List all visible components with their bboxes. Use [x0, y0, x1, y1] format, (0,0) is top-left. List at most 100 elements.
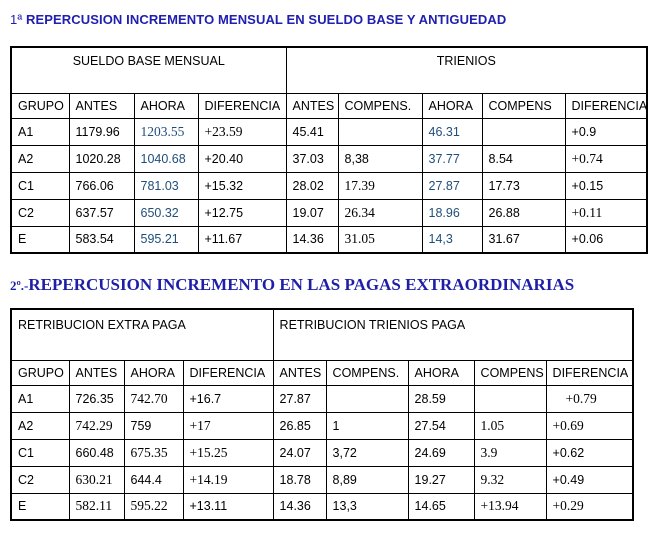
cell-value: 595.21: [133, 225, 199, 254]
section2-title-text: REPERCUSION INCREMENTO EN LAS PAGAS EXTR…: [28, 275, 575, 294]
cell-grupo: C1: [10, 171, 70, 200]
cell-value: +0.15: [564, 171, 648, 200]
cell-value: 8,89: [325, 465, 409, 494]
cell-grupo: A1: [10, 384, 70, 413]
col-header-ahora: AHORA: [133, 92, 199, 119]
cell-value: 18.96: [421, 198, 483, 227]
cell-value: 18.78: [272, 465, 327, 494]
col-header-diferencia-trienios: DIFERENCIA: [564, 92, 648, 119]
cell-value: 14.65: [407, 492, 475, 521]
column-header-row: GRUPO ANTES AHORA DIFERENCIA ANTES COMPE…: [10, 92, 648, 119]
cell-value: 8,38: [337, 144, 423, 173]
table-row: C1 766.06 781.03 +15.32 28.02 17.39 27.87 17.73…: [10, 171, 648, 200]
cell-value: +20.40: [197, 144, 287, 173]
cell-value: +13.94: [473, 492, 547, 521]
cell-value: 26.34: [337, 198, 423, 227]
cell-value: 726.35: [68, 384, 125, 413]
cell-value: 24.07: [272, 438, 327, 467]
cell-value: 644.4: [123, 465, 184, 494]
cell-value: 13,3: [325, 492, 409, 521]
col-header-diferencia-trienios: DIFERENCIA: [545, 359, 634, 386]
col-header-compens-ahora: COMPENS: [473, 359, 547, 386]
col-header-ahora: AHORA: [123, 359, 184, 386]
cell-value: 45.41: [285, 117, 339, 146]
section2-title: 2º.-REPERCUSION INCREMENTO EN LAS PAGAS …: [10, 275, 668, 295]
section1-title-prefix: 1ª: [10, 12, 23, 27]
cell-value: 24.69: [407, 438, 475, 467]
cell-value: +14.19: [182, 465, 274, 494]
cell-value: +0.79: [545, 384, 634, 413]
sueldo-base-antiguedad-table: SUELDO BASE MENSUAL TRIENIOS GRUPO ANTES…: [10, 46, 649, 254]
cell-value: 14.36: [272, 492, 327, 521]
cell-value: 14.36: [285, 225, 339, 254]
cell-grupo: A1: [10, 117, 70, 146]
cell-value: 1179.96: [68, 117, 135, 146]
cell-value: 9.32: [473, 465, 547, 494]
cell-value: +0.69: [545, 411, 634, 440]
cell-value: 14,3: [421, 225, 483, 254]
cell-value: +12.75: [197, 198, 287, 227]
cell-value: 637.57: [68, 198, 135, 227]
section1-title: 1ª REPERCUSION INCREMENTO MENSUAL EN SUE…: [10, 12, 668, 27]
cell-value: 17.39: [337, 171, 423, 200]
cell-value: 28.02: [285, 171, 339, 200]
cell-value: +15.32: [197, 171, 287, 200]
cell-value: 742.29: [68, 411, 125, 440]
cell-value: 630.21: [68, 465, 125, 494]
group-header-sueldo-base: SUELDO BASE MENSUAL: [10, 46, 287, 94]
group-header-trienios: TRIENIOS: [285, 46, 648, 94]
cell-value: +0.49: [545, 465, 634, 494]
cell-value: 37.77: [421, 144, 483, 173]
cell-value: 28.59: [407, 384, 475, 413]
cell-grupo: A2: [10, 144, 70, 173]
group-header-row: SUELDO BASE MENSUAL TRIENIOS: [10, 46, 648, 94]
cell-value: +15.25: [182, 438, 274, 467]
cell-value: +0.29: [545, 492, 634, 521]
cell-value: +13.11: [182, 492, 274, 521]
table-row: E 582.11 595.22 +13.11 14.36 13,3 14.65 +13.94 +…: [10, 492, 634, 521]
col-header-grupo: GRUPO: [10, 359, 70, 386]
cell-value: 3,72: [325, 438, 409, 467]
cell-grupo: E: [10, 225, 70, 254]
cell-value: +0.9: [564, 117, 648, 146]
cell-value: 1: [325, 411, 409, 440]
col-header-diferencia: DIFERENCIA: [197, 92, 287, 119]
cell-value: 1040.68: [133, 144, 199, 173]
col-header-grupo: GRUPO: [10, 92, 70, 119]
table-row: E 583.54 595.21 +11.67 14.36 31.05 14,3 31.67 +0…: [10, 225, 648, 254]
cell-value: +16.7: [182, 384, 274, 413]
cell-value: [473, 384, 547, 413]
col-header-compens-antes: COMPENS.: [337, 92, 423, 119]
cell-grupo: C2: [10, 465, 70, 494]
cell-value: 1.05: [473, 411, 547, 440]
cell-value: +0.06: [564, 225, 648, 254]
cell-grupo: A2: [10, 411, 70, 440]
cell-value: 759: [123, 411, 184, 440]
cell-value: 583.54: [68, 225, 135, 254]
cell-value: +0.11: [564, 198, 648, 227]
column-header-row: GRUPO ANTES AHORA DIFERENCIA ANTES COMPE…: [10, 359, 634, 386]
cell-grupo: C1: [10, 438, 70, 467]
table-row: C2 630.21 644.4 +14.19 18.78 8,89 19.27 9.32 +0.…: [10, 465, 634, 494]
cell-value: 26.88: [481, 198, 566, 227]
cell-value: 3.9: [473, 438, 547, 467]
col-header-ahora-trienios: AHORA: [421, 92, 483, 119]
group-header-retribucion-trienios: RETRIBUCION TRIENIOS PAGA: [272, 308, 634, 361]
group-header-retribucion-extra: RETRIBUCION EXTRA PAGA: [10, 308, 274, 361]
cell-value: 595.22: [123, 492, 184, 521]
cell-grupo: E: [10, 492, 70, 521]
cell-value: 650.32: [133, 198, 199, 227]
group-header-row: RETRIBUCION EXTRA PAGA RETRIBUCION TRIEN…: [10, 308, 634, 361]
cell-value: 37.03: [285, 144, 339, 173]
col-header-antes-trienios: ANTES: [272, 359, 327, 386]
col-header-diferencia: DIFERENCIA: [182, 359, 274, 386]
cell-value: +17: [182, 411, 274, 440]
cell-value: 31.67: [481, 225, 566, 254]
cell-value: 1020.28: [68, 144, 135, 173]
document-page: 1ª REPERCUSION INCREMENTO MENSUAL EN SUE…: [10, 12, 668, 521]
cell-grupo: C2: [10, 198, 70, 227]
table-row: A2 742.29 759 +17 26.85 1 27.54 1.05 +0.69: [10, 411, 634, 440]
table-row: C2 637.57 650.32 +12.75 19.07 26.34 18.96 26.88…: [10, 198, 648, 227]
cell-value: 675.35: [123, 438, 184, 467]
cell-value: 27.54: [407, 411, 475, 440]
